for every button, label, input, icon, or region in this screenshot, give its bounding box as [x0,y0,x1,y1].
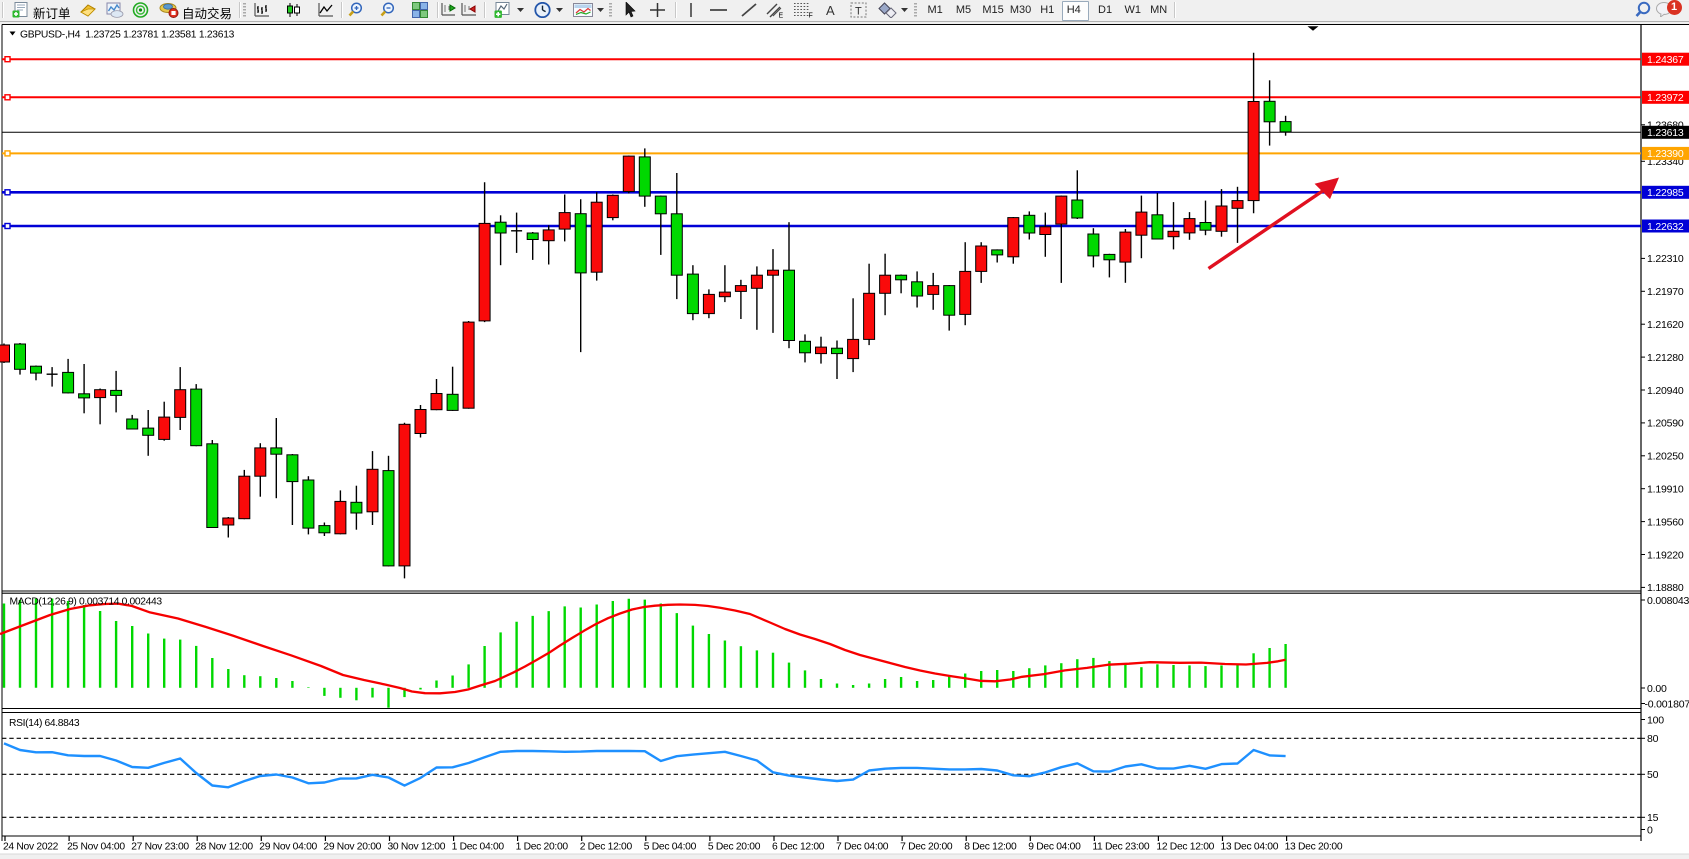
svg-text:50: 50 [1647,769,1659,781]
svg-text:-0.001807: -0.001807 [1645,698,1689,710]
svg-text:1.19560: 1.19560 [1647,516,1684,528]
svg-text:1 Dec 20:00: 1 Dec 20:00 [516,842,569,853]
svg-text:29 Nov 20:00: 29 Nov 20:00 [323,842,381,853]
svg-text:1.23972: 1.23972 [1647,92,1684,104]
svg-text:1.23390: 1.23390 [1647,148,1684,160]
svg-text:1.18880: 1.18880 [1647,582,1684,594]
svg-text:24 Nov 2022: 24 Nov 2022 [3,842,59,853]
svg-text:6 Dec 12:00: 6 Dec 12:00 [772,842,825,853]
svg-text:1.20590: 1.20590 [1647,418,1684,430]
svg-text:1.24367: 1.24367 [1647,54,1684,66]
svg-text:13 Dec 20:00: 13 Dec 20:00 [1285,842,1343,853]
svg-text:30 Nov 12:00: 30 Nov 12:00 [388,842,446,853]
svg-text:0.00: 0.00 [1647,683,1667,695]
svg-text:100: 100 [1647,714,1664,726]
svg-text:1.21620: 1.21620 [1647,319,1684,331]
svg-text:1.21970: 1.21970 [1647,286,1684,298]
svg-text:7 Dec 20:00: 7 Dec 20:00 [900,842,953,853]
svg-text:RSI(14) 64.8843: RSI(14) 64.8843 [9,718,80,729]
svg-text:15: 15 [1647,812,1659,824]
svg-text:0: 0 [1647,824,1653,836]
svg-text:25 Nov 04:00: 25 Nov 04:00 [67,842,125,853]
svg-text:8 Dec 12:00: 8 Dec 12:00 [964,842,1017,853]
svg-text:T: T [855,6,862,18]
svg-text:1.19220: 1.19220 [1647,549,1684,561]
svg-text:7 Dec 04:00: 7 Dec 04:00 [836,842,889,853]
svg-text:1 Dec 04:00: 1 Dec 04:00 [452,842,505,853]
svg-text:28 Nov 12:00: 28 Nov 12:00 [195,842,253,853]
svg-text:9 Dec 04:00: 9 Dec 04:00 [1028,842,1081,853]
svg-text:0.008043: 0.008043 [1647,595,1689,607]
svg-text:1.19910: 1.19910 [1647,484,1684,496]
svg-text:2 Dec 12:00: 2 Dec 12:00 [580,842,633,853]
svg-text:1.23613: 1.23613 [1647,127,1684,139]
svg-text:1.22632: 1.22632 [1647,221,1684,233]
svg-text:1.22985: 1.22985 [1647,187,1684,199]
svg-text:F: F [809,13,813,19]
svg-text:1.20250: 1.20250 [1647,451,1684,463]
svg-text:11 Dec 23:00: 11 Dec 23:00 [1092,842,1149,853]
svg-text:13 Dec 04:00: 13 Dec 04:00 [1221,842,1279,853]
svg-text:1.21280: 1.21280 [1647,352,1684,364]
svg-text:80: 80 [1647,733,1659,745]
svg-text:MACD(12,26,9) 0.003714 0.00244: MACD(12,26,9) 0.003714 0.002443 [10,597,163,608]
svg-text:27 Nov 23:00: 27 Nov 23:00 [131,842,189,853]
svg-text:5 Dec 20:00: 5 Dec 20:00 [708,842,761,853]
svg-text:E: E [779,13,784,19]
svg-text:29 Nov 04:00: 29 Nov 04:00 [259,842,317,853]
svg-text:GBPUSD-,H4 1.23725 1.23781 1.: GBPUSD-,H4 1.23725 1.23781 1.23581 1.236… [20,30,235,41]
svg-text:5 Dec 04:00: 5 Dec 04:00 [644,842,697,853]
svg-text:12 Dec 12:00: 12 Dec 12:00 [1156,842,1214,853]
svg-text:1.20940: 1.20940 [1647,385,1684,397]
svg-text:1.22310: 1.22310 [1647,253,1684,265]
